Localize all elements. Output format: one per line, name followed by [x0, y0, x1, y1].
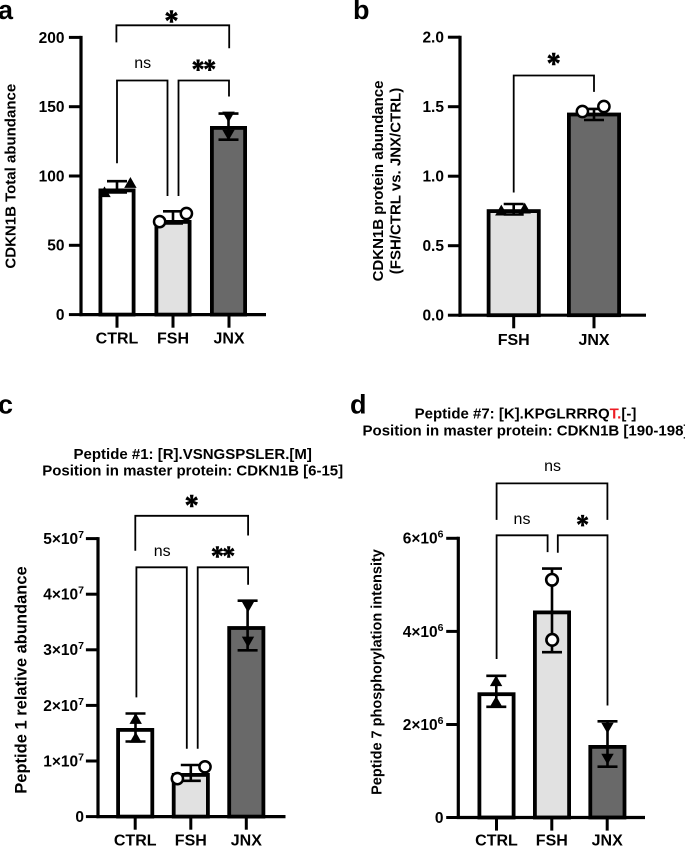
- svg-text:2×106: 2×106: [403, 715, 444, 734]
- svg-text:FSH: FSH: [157, 331, 189, 348]
- svg-text:2×107: 2×107: [43, 696, 84, 715]
- svg-text:CDKN1B protein abundance: CDKN1B protein abundance: [370, 81, 387, 282]
- svg-text:ns: ns: [154, 543, 171, 560]
- svg-text:1.5: 1.5: [422, 99, 444, 116]
- svg-text:0.0: 0.0: [422, 308, 444, 325]
- svg-text:1×107: 1×107: [43, 751, 84, 770]
- svg-text:1.0: 1.0: [422, 169, 444, 186]
- svg-text:Peptide 7 phosphorylation inte: Peptide 7 phosphorylation intensity: [370, 549, 386, 795]
- svg-text:Position in master protein: CD: Position in master protein: CDKN1B [6-15…: [42, 463, 343, 480]
- svg-text:0.5: 0.5: [422, 238, 444, 255]
- svg-text:0: 0: [56, 307, 65, 324]
- svg-text:ns: ns: [134, 55, 151, 72]
- svg-text:c: c: [0, 390, 13, 420]
- svg-text:6×106: 6×106: [403, 529, 444, 548]
- svg-text:CTRL: CTRL: [96, 331, 139, 348]
- svg-text:JNX: JNX: [578, 332, 609, 349]
- svg-text:FSH: FSH: [536, 833, 568, 850]
- svg-text:3×107: 3×107: [43, 640, 84, 659]
- svg-text:CTRL: CTRL: [114, 833, 157, 850]
- svg-text:CDKN1B Total abundance: CDKN1B Total abundance: [3, 84, 20, 269]
- svg-text:Peptide #7: [K].KPGLRRRQT.[-]: Peptide #7: [K].KPGLRRRQT.[-]: [415, 405, 637, 422]
- svg-text:ns: ns: [544, 458, 561, 475]
- svg-text:JNX: JNX: [592, 833, 623, 850]
- svg-text:d: d: [350, 390, 367, 420]
- svg-text:100: 100: [39, 168, 65, 185]
- svg-text:a: a: [0, 0, 14, 25]
- svg-text:CTRL: CTRL: [475, 833, 518, 850]
- svg-text:4×106: 4×106: [403, 622, 444, 641]
- svg-text:Peptide #1: [R].VSNGSPSLER.[M]: Peptide #1: [R].VSNGSPSLER.[M]: [74, 446, 312, 463]
- svg-text:ns: ns: [514, 511, 531, 528]
- svg-text:2.0: 2.0: [422, 30, 444, 47]
- svg-text:(FSH/CTRL vs. JNX/CTRL): (FSH/CTRL vs. JNX/CTRL): [388, 88, 405, 274]
- svg-text:150: 150: [39, 99, 65, 116]
- svg-text:JNX: JNX: [213, 331, 244, 348]
- svg-text:Position in master protein: CD: Position in master protein: CDKN1B [190-…: [363, 423, 685, 440]
- svg-text:0: 0: [75, 809, 84, 826]
- svg-text:0: 0: [435, 810, 444, 827]
- svg-text:200: 200: [39, 30, 65, 47]
- svg-text:FSH: FSH: [175, 833, 207, 850]
- svg-text:FSH: FSH: [498, 332, 530, 349]
- svg-text:5×107: 5×107: [43, 529, 84, 548]
- svg-text:JNX: JNX: [231, 833, 262, 850]
- svg-text:50: 50: [47, 238, 64, 255]
- svg-text:Peptide 1 relative abundance: Peptide 1 relative abundance: [13, 566, 31, 793]
- svg-text:4×107: 4×107: [43, 585, 84, 604]
- svg-text:b: b: [353, 0, 370, 25]
